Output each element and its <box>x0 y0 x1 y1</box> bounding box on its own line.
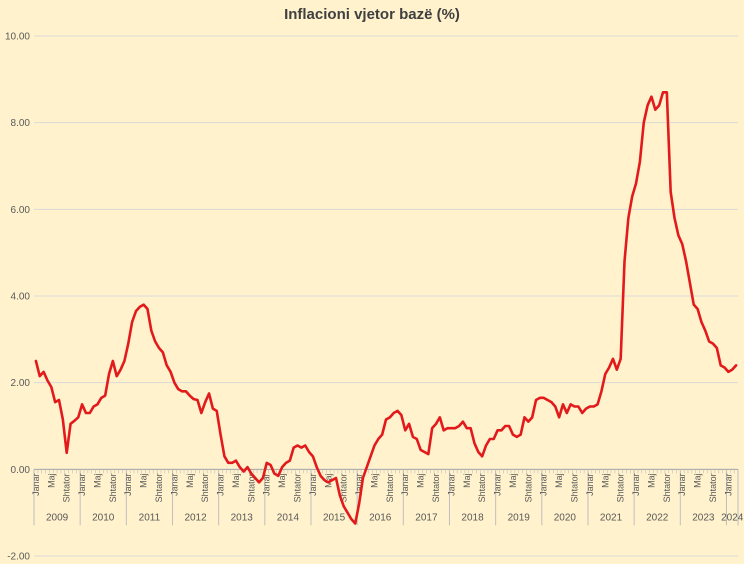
month-label: Maj <box>277 473 287 488</box>
year-label: 2016 <box>369 512 392 523</box>
month-label: Janar <box>539 473 549 496</box>
month-label: Janar <box>400 473 410 496</box>
month-label: Janar <box>723 473 733 496</box>
month-label: Shtator <box>293 473 303 502</box>
y-axis: -2.00 0.00 2.00 4.00 6.00 8.00 10.00 <box>5 32 30 563</box>
year-label: 2017 <box>415 512 438 523</box>
series-line <box>34 91 738 525</box>
y-tick-label: 8.00 <box>11 118 31 129</box>
year-label: 2018 <box>461 512 484 523</box>
month-label: Janar <box>169 473 179 496</box>
chart-title: Inflacioni vjetor bazë (%) <box>284 6 460 23</box>
month-label: Maj <box>600 473 610 488</box>
year-label: 2015 <box>323 512 346 523</box>
month-label: Maj <box>646 473 656 488</box>
month-label: Janar <box>354 473 364 496</box>
year-label: 2012 <box>184 512 207 523</box>
month-label: Shtator <box>62 473 72 502</box>
month-label: Janar <box>77 473 87 496</box>
month-label: Shtator <box>154 473 164 502</box>
year-label: 2019 <box>508 512 531 523</box>
month-label: Shtator <box>523 473 533 502</box>
month-label: Shtator <box>570 473 580 502</box>
y-tick-label: 4.00 <box>11 292 31 303</box>
year-label: 2023 <box>692 512 715 523</box>
year-label: 2022 <box>646 512 669 523</box>
year-label: 2024 <box>721 512 744 523</box>
month-label: Shtator <box>108 473 118 502</box>
month-label: Shtator <box>339 473 349 502</box>
month-label: Janar <box>677 473 687 496</box>
year-label: 2010 <box>92 512 115 523</box>
month-label: Maj <box>462 473 472 488</box>
month-label: Shtator <box>200 473 210 502</box>
month-label: Shtator <box>385 473 395 502</box>
month-label: Shtator <box>616 473 626 502</box>
month-label: Maj <box>508 473 518 488</box>
month-label: Janar <box>631 473 641 496</box>
month-label: Maj <box>92 473 102 488</box>
month-label: Shtator <box>477 473 487 502</box>
month-label: Maj <box>693 473 703 488</box>
month-label: Maj <box>46 473 56 488</box>
month-label: Janar <box>585 473 595 496</box>
month-label: Shtator <box>662 473 672 502</box>
month-label: Maj <box>231 473 241 488</box>
month-label: Shtator <box>431 473 441 502</box>
month-label: Janar <box>308 473 318 496</box>
month-label: Maj <box>416 473 426 488</box>
month-label: Maj <box>139 473 149 488</box>
month-label: Maj <box>554 473 564 488</box>
month-label: Maj <box>323 473 333 488</box>
y-tick-label: 10.00 <box>5 32 30 43</box>
year-label: 2009 <box>46 512 69 523</box>
year-label: 2011 <box>139 512 161 523</box>
x-axis: Janar Maj Shtator 2009 Janar Maj Shtator 2010 Ja… <box>31 468 744 526</box>
month-label: Janar <box>216 473 226 496</box>
y-tick-label: 0.00 <box>11 465 31 476</box>
year-label: 2014 <box>277 512 300 523</box>
month-label: Shtator <box>246 473 256 502</box>
year-label: 2013 <box>231 512 254 523</box>
year-label: 2021 <box>600 512 623 523</box>
month-label: Janar <box>446 473 456 496</box>
y-tick-label: -2.00 <box>7 552 30 563</box>
month-label: Janar <box>262 473 272 496</box>
month-label: Janar <box>31 473 41 496</box>
y-tick-label: 6.00 <box>11 205 31 216</box>
month-label: Shtator <box>708 473 718 502</box>
year-label: 2020 <box>554 512 577 523</box>
month-label: Maj <box>185 473 195 488</box>
month-label: Janar <box>123 473 133 496</box>
month-label: Janar <box>493 473 503 496</box>
month-label: Maj <box>369 473 379 488</box>
y-tick-label: 2.00 <box>11 378 31 389</box>
series-layer <box>34 91 738 525</box>
